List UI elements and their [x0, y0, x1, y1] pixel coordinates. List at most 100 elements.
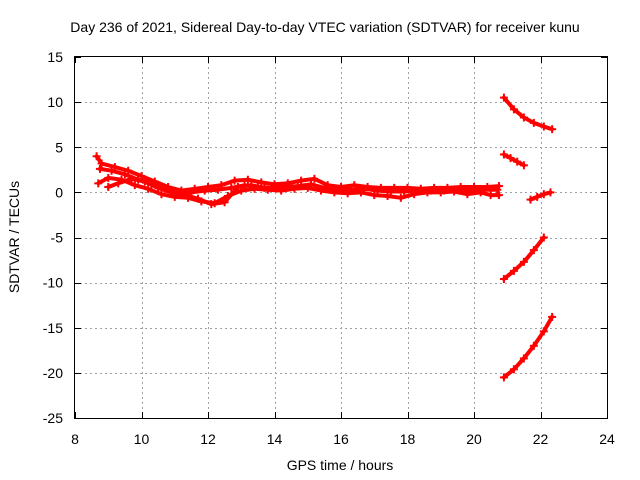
data-point [479, 185, 488, 194]
data-point [120, 170, 129, 179]
data-point [94, 179, 103, 188]
data-point [526, 195, 535, 204]
data-point [539, 233, 548, 242]
data-point [493, 185, 502, 194]
data-point [529, 341, 538, 350]
data-point [539, 190, 548, 199]
data-point [396, 193, 405, 202]
data-point [307, 180, 316, 189]
data-point [426, 186, 435, 195]
data-point [539, 327, 548, 336]
data-point [157, 190, 166, 199]
data-point [104, 173, 113, 182]
y-tick-label: 10 [47, 94, 63, 110]
data-point [107, 166, 116, 175]
data-point [127, 174, 136, 183]
x-tick-label: 8 [71, 431, 79, 447]
data-point [220, 198, 229, 207]
data-point [97, 159, 106, 168]
x-axis-label: GPS time / hours [287, 457, 394, 473]
x-tick-label: 10 [134, 431, 150, 447]
x-tick-label: 20 [466, 431, 482, 447]
chart-title: Day 236 of 2021, Sidereal Day-to-day VTE… [70, 19, 579, 35]
axis-ticks [75, 57, 608, 419]
data-point [513, 157, 522, 166]
data-point [499, 373, 508, 382]
data-point [200, 186, 209, 195]
data-point [509, 105, 518, 114]
y-tick-label: -20 [43, 365, 63, 381]
data-point [95, 164, 104, 173]
data-point [333, 185, 342, 194]
y-tick-label: 5 [55, 139, 63, 155]
data-point [243, 175, 252, 184]
series-arc-minus-twenty [501, 314, 555, 380]
data-point [293, 182, 302, 191]
data-point [213, 185, 222, 194]
series-arc-upper-short [501, 152, 526, 168]
data-point [280, 182, 289, 191]
data-point [92, 152, 101, 161]
data-point [506, 154, 515, 163]
y-tick-label: -15 [43, 320, 63, 336]
data-point [509, 365, 518, 374]
grid-lines [75, 57, 607, 418]
data-point [320, 183, 329, 192]
data-point [230, 176, 239, 185]
data-point [509, 266, 518, 275]
data-point [130, 181, 139, 190]
data-point [548, 312, 557, 321]
x-tick-label: 24 [599, 431, 615, 447]
data-point [257, 178, 266, 187]
y-tick-label: -25 [43, 410, 63, 426]
data-point [180, 191, 189, 200]
data-point [207, 200, 216, 209]
data-point [144, 184, 153, 193]
data-point [529, 118, 538, 127]
data-point [519, 354, 528, 363]
y-tick-label: -5 [51, 230, 64, 246]
plot-frame [74, 56, 608, 419]
x-tick-label: 12 [200, 431, 216, 447]
data-point [466, 186, 475, 195]
data-point [400, 187, 409, 196]
data-point [310, 174, 319, 183]
data-point [260, 183, 269, 192]
data-point [546, 188, 555, 197]
data-point [114, 179, 123, 188]
data-point [519, 161, 528, 170]
data-point [548, 125, 557, 134]
data-point [370, 191, 379, 200]
data-point [167, 188, 176, 197]
data-point [440, 186, 449, 195]
data-point [529, 246, 538, 255]
data-point [533, 192, 542, 201]
data-point [194, 194, 203, 203]
data-point [519, 257, 528, 266]
data-point [154, 183, 163, 192]
data-point [499, 93, 508, 102]
data-point [519, 113, 528, 122]
x-tick-label: 16 [333, 431, 349, 447]
data-point [386, 187, 395, 196]
x-tick-labels: 8 10 12 14 16 18 20 22 24 [71, 431, 615, 447]
data-point [104, 182, 113, 191]
data-point [383, 191, 392, 200]
data-point [539, 122, 548, 131]
y-tick-label: 0 [55, 184, 63, 200]
x-tick-label: 14 [267, 431, 283, 447]
data-point [346, 185, 355, 194]
data-point [247, 181, 256, 190]
data-series [92, 93, 557, 382]
y-tick-labels: 15 10 5 0 -5 -10 -15 -20 -25 [43, 49, 63, 426]
data-point [233, 182, 242, 191]
data-point [373, 186, 382, 195]
data-point [494, 191, 503, 200]
data-point [499, 150, 508, 159]
y-axis-label: SDTVAR / TECUs [6, 181, 22, 293]
data-point [297, 176, 306, 185]
data-point [413, 186, 422, 195]
data-point [486, 191, 495, 200]
y-tick-label: 15 [47, 49, 63, 65]
